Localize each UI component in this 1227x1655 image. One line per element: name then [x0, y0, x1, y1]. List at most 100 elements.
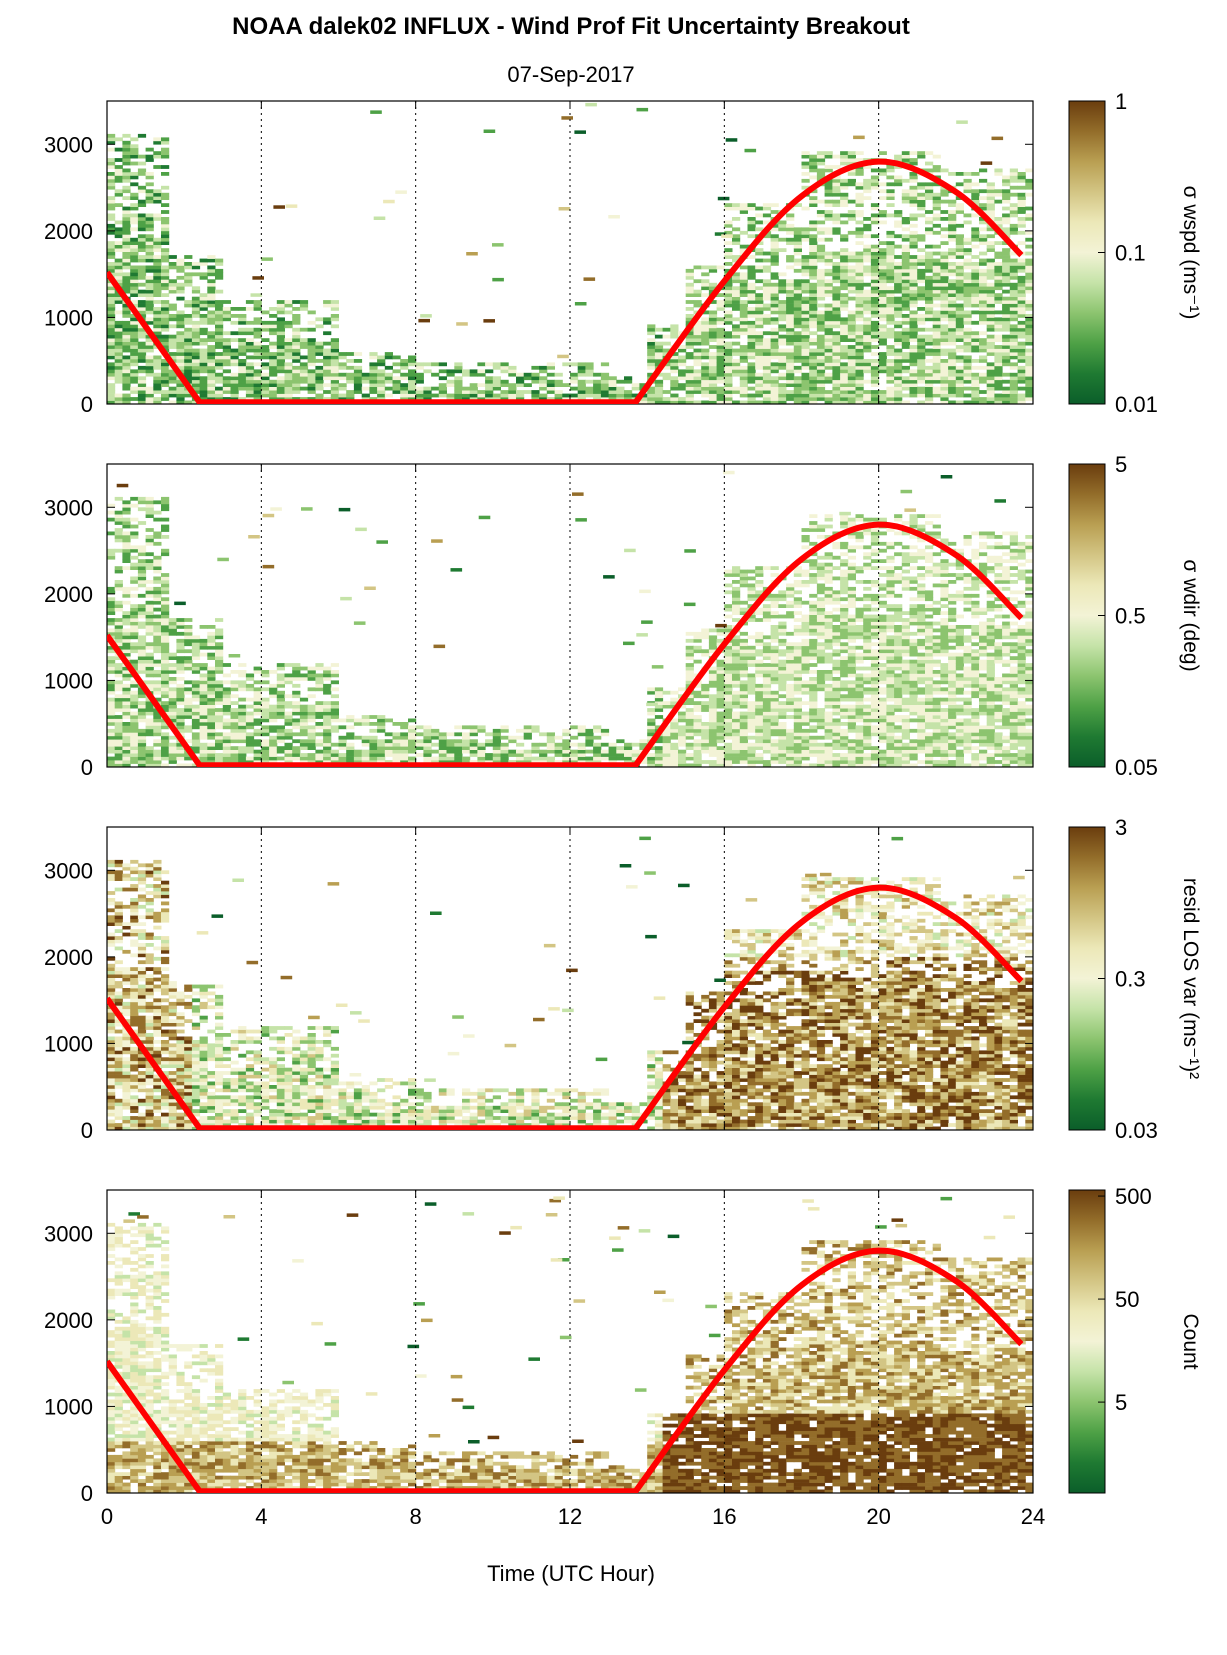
heatmap-cell [940, 307, 949, 311]
heatmap-cell [114, 220, 123, 225]
heatmap-cell [137, 708, 147, 712]
heatmap-cell [377, 359, 386, 363]
heatmap-cell [956, 120, 968, 124]
heatmap-cell [161, 618, 170, 622]
heatmap-cell [207, 317, 216, 322]
heatmap-cell [600, 742, 610, 747]
heatmap-cell [1017, 379, 1026, 384]
heatmap-cell [153, 140, 162, 145]
heatmap-cell [701, 286, 710, 291]
heatmap-cell [145, 393, 154, 398]
heatmap-cell [693, 303, 702, 308]
heatmap-cell [395, 190, 407, 194]
heatmap-cell [323, 687, 332, 692]
heatmap-cell [261, 704, 270, 709]
heatmap-cell [107, 248, 116, 252]
heatmap-cell [276, 673, 285, 678]
heatmap-cell [384, 352, 393, 356]
heatmap-cell [184, 725, 193, 730]
heatmap-cell [1025, 258, 1033, 263]
heatmap-cell [400, 742, 409, 747]
heatmap-cell [137, 746, 147, 750]
heatmap-cell [747, 386, 756, 391]
heatmap-cell [886, 258, 895, 263]
heatmap-cell [130, 192, 139, 197]
heatmap-cell [238, 725, 247, 730]
heatmap-cell [107, 223, 116, 228]
heatmap-cell [816, 379, 826, 384]
heatmap-cell [176, 618, 185, 622]
heatmap-cell [145, 286, 154, 291]
heatmap-cell [670, 327, 679, 332]
heatmap-cell [840, 369, 849, 374]
heatmap-cell [708, 265, 718, 270]
figure-title: NOAA dalek02 INFLUX - Wind Prof Fit Unce… [232, 13, 910, 40]
heatmap-cell [747, 352, 756, 356]
heatmap-cell [793, 303, 802, 308]
heatmap-cell [276, 704, 285, 709]
heatmap-cell [207, 756, 216, 761]
heatmap-cell [191, 376, 201, 381]
heatmap-cell [176, 286, 185, 291]
heatmap-cell [786, 293, 795, 297]
heatmap-cell [647, 397, 656, 401]
heatmap-cell [122, 158, 131, 162]
heatmap-cell [161, 528, 170, 532]
heatmap-cell [732, 279, 741, 284]
heatmap-cell [184, 715, 193, 719]
heatmap-cell [253, 390, 262, 394]
heatmap-cell [724, 390, 733, 394]
heatmap-cell [161, 241, 170, 245]
heatmap-cell [330, 397, 339, 401]
heatmap-cell [724, 352, 733, 356]
heatmap-cell [801, 341, 810, 346]
heatmap-cell [809, 154, 818, 159]
heatmap-cell [801, 255, 810, 259]
heatmap-cell [1009, 192, 1018, 197]
heatmap-cell [361, 756, 370, 761]
heatmap-cell [786, 255, 795, 259]
heatmap-cell [608, 379, 617, 384]
heatmap-cell [415, 725, 424, 730]
heatmap-cell [307, 341, 316, 346]
heatmap-cell [161, 756, 170, 761]
heatmap-cell [261, 711, 270, 716]
heatmap-cell [245, 345, 255, 349]
heatmap-cell [137, 583, 147, 588]
heatmap-cell [207, 677, 216, 681]
heatmap-cell [878, 293, 887, 297]
heatmap-cell [739, 365, 748, 370]
heatmap-cell [840, 279, 849, 284]
heatmap-cell [778, 352, 787, 356]
heatmap-cell [408, 742, 417, 747]
heatmap-cell [137, 649, 147, 654]
heatmap-cell [693, 324, 702, 329]
heatmap-cell [1002, 258, 1011, 263]
heatmap-cell [878, 210, 887, 214]
heatmap-cell [747, 289, 756, 294]
heatmap-cell [122, 673, 131, 678]
heatmap-cell [577, 383, 586, 387]
heatmap-cell [215, 697, 224, 702]
heatmap-cell [755, 241, 764, 245]
heatmap-cell [392, 376, 401, 381]
heatmap-cell [894, 210, 903, 214]
heatmap-cell [161, 659, 170, 664]
heatmap-cell [107, 718, 116, 723]
heatmap-cell [909, 300, 918, 304]
heatmap-cell [917, 279, 926, 284]
heatmap-cell [415, 386, 424, 391]
heatmap-cell [168, 345, 177, 349]
heatmap-cell [917, 248, 926, 252]
heatmap-cell [500, 760, 509, 764]
heatmap-cell [176, 683, 185, 688]
heatmap-cell [755, 324, 764, 329]
heatmap-cell [894, 182, 903, 187]
heatmap-cell [1002, 400, 1011, 404]
heatmap-cell [323, 690, 332, 695]
heatmap-cell [670, 400, 679, 404]
heatmap-cell [670, 352, 679, 356]
heatmap-cell [986, 369, 995, 374]
heatmap-cell [925, 220, 934, 225]
heatmap-cell [184, 642, 193, 647]
